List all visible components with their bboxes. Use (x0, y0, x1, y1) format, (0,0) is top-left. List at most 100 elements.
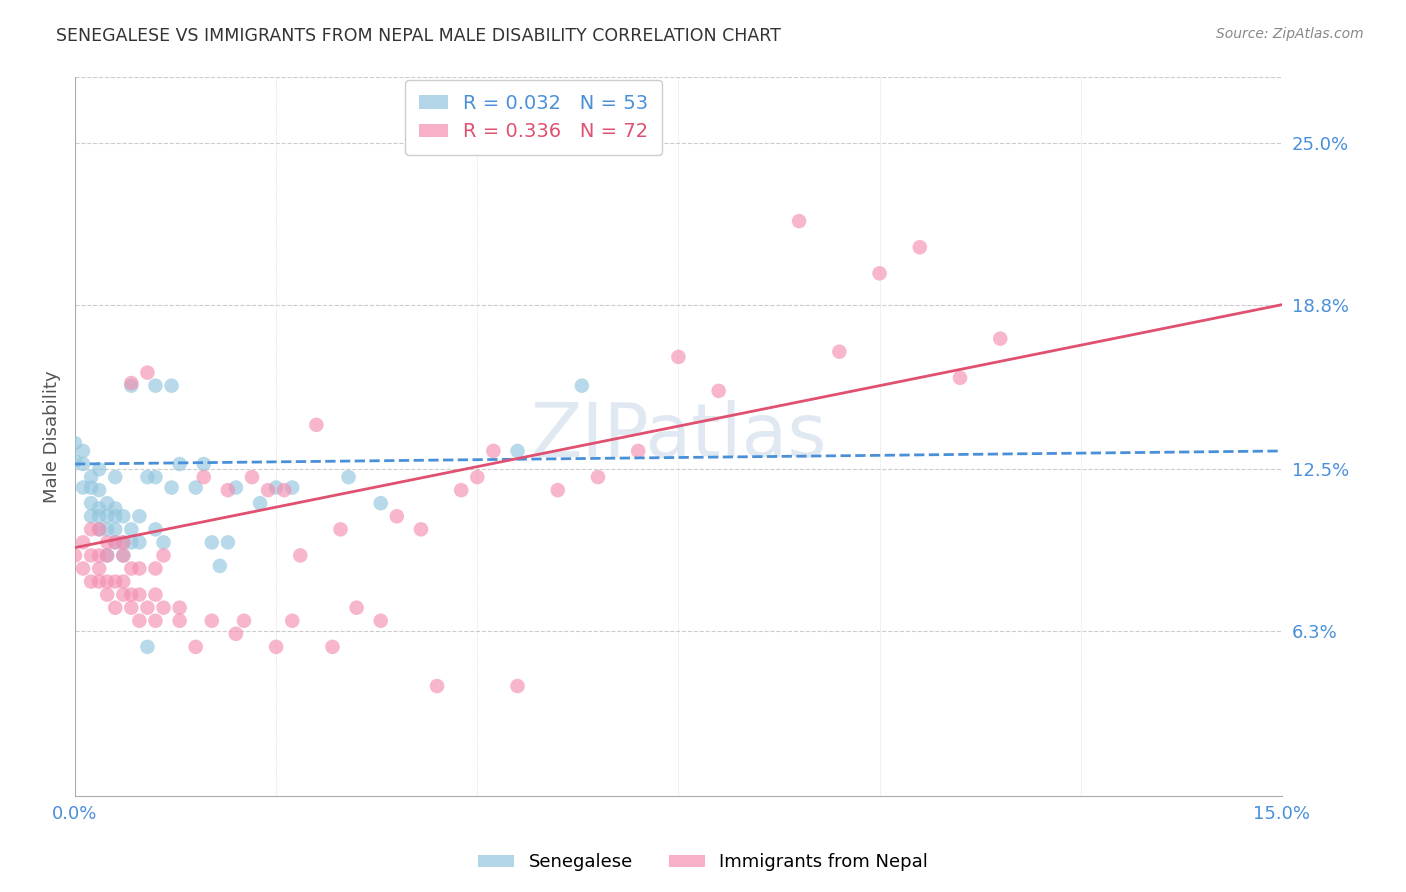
Point (120, 588, 142, 602)
Point (169, 457, 191, 471)
Point (128, 535, 150, 549)
Point (104, 522, 127, 536)
Point (89, 549, 111, 563)
Point (160, 378, 183, 392)
Point (96, 588, 118, 602)
Point (89, 522, 111, 536)
Point (112, 535, 135, 549)
Point (627, 444, 650, 458)
Point (370, 614, 392, 628)
Point (201, 614, 224, 628)
Point (63, 549, 86, 563)
Point (586, 470, 609, 484)
Point (80, 549, 103, 563)
Point (80, 574, 103, 589)
Point (217, 483, 239, 497)
Point (120, 600, 142, 615)
Point (668, 350, 690, 364)
Point (571, 378, 593, 392)
Point (506, 444, 529, 458)
Point (112, 509, 135, 524)
Point (305, 417, 328, 432)
Point (112, 549, 135, 563)
Point (707, 384, 730, 398)
Point (217, 535, 239, 549)
Point (169, 600, 191, 615)
Point (828, 344, 851, 359)
Point (136, 366, 159, 380)
Point (145, 378, 167, 392)
Point (72, 457, 94, 471)
Point (949, 371, 972, 385)
Point (193, 457, 215, 471)
Point (145, 588, 167, 602)
Point (80, 470, 103, 484)
Point (264, 640, 287, 654)
Point (120, 535, 142, 549)
Point (281, 614, 304, 628)
Point (152, 600, 174, 615)
Point (370, 496, 392, 510)
Point (385, 509, 408, 524)
Point (80, 509, 103, 524)
Point (80, 496, 103, 510)
Point (450, 483, 472, 497)
Point (112, 535, 135, 549)
Point (136, 640, 159, 654)
Point (787, 214, 810, 228)
Point (321, 640, 343, 654)
Point (337, 470, 360, 484)
Point (72, 444, 94, 458)
Point (240, 470, 263, 484)
Point (193, 470, 215, 484)
Point (869, 266, 891, 280)
Point (225, 481, 247, 495)
Point (72, 535, 94, 549)
Point (145, 614, 167, 628)
Point (208, 558, 231, 573)
Point (63, 454, 86, 468)
Point (96, 535, 118, 549)
Point (152, 549, 174, 563)
Point (120, 376, 142, 390)
Point (89, 574, 111, 589)
Point (89, 509, 111, 524)
Point (547, 483, 569, 497)
Point (346, 600, 368, 615)
Point (249, 496, 271, 510)
Point (104, 574, 127, 589)
Point (96, 549, 118, 563)
Point (233, 614, 256, 628)
Point (72, 481, 94, 495)
Y-axis label: Male Disability: Male Disability (44, 370, 60, 503)
Point (89, 522, 111, 536)
Point (72, 561, 94, 575)
Point (145, 561, 167, 575)
Point (104, 470, 127, 484)
Point (257, 483, 280, 497)
Point (96, 509, 118, 524)
Legend: R = 0.032   N = 53, R = 0.336   N = 72: R = 0.032 N = 53, R = 0.336 N = 72 (405, 80, 662, 155)
Point (120, 378, 142, 392)
Point (136, 600, 159, 615)
Point (152, 535, 174, 549)
Point (988, 332, 1011, 346)
Point (120, 522, 142, 536)
Point (104, 600, 127, 615)
Point (89, 462, 111, 476)
Point (273, 483, 295, 497)
Point (96, 549, 118, 563)
Point (120, 561, 142, 575)
Point (112, 549, 135, 563)
Point (264, 481, 287, 495)
Point (104, 535, 127, 549)
Point (80, 481, 103, 495)
Point (80, 522, 103, 536)
Point (112, 574, 135, 589)
Point (89, 483, 111, 497)
Point (128, 588, 150, 602)
Point (409, 522, 432, 536)
Point (145, 470, 167, 484)
Point (104, 501, 127, 516)
Point (128, 509, 150, 524)
